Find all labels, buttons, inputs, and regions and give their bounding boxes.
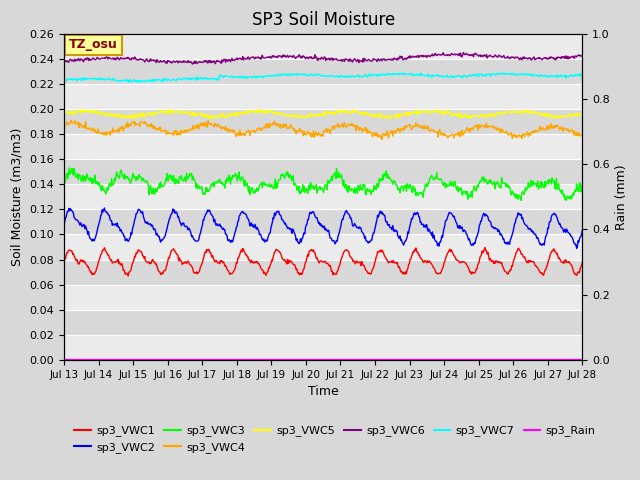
Text: TZ_osu: TZ_osu — [69, 38, 118, 51]
Y-axis label: Rain (mm): Rain (mm) — [616, 164, 628, 229]
Legend: sp3_VWC1, sp3_VWC2, sp3_VWC3, sp3_VWC4, sp3_VWC5, sp3_VWC6, sp3_VWC7, sp3_Rain: sp3_VWC1, sp3_VWC2, sp3_VWC3, sp3_VWC4, … — [70, 421, 600, 457]
Title: SP3 Soil Moisture: SP3 Soil Moisture — [252, 11, 395, 29]
Bar — [64, 234, 582, 260]
Bar — [64, 335, 582, 360]
Y-axis label: Soil Moisture (m3/m3): Soil Moisture (m3/m3) — [11, 128, 24, 266]
Bar — [64, 285, 582, 310]
Bar — [64, 84, 582, 109]
Bar — [64, 134, 582, 159]
Bar — [64, 34, 582, 59]
Bar — [64, 184, 582, 209]
X-axis label: Time: Time — [308, 385, 339, 398]
